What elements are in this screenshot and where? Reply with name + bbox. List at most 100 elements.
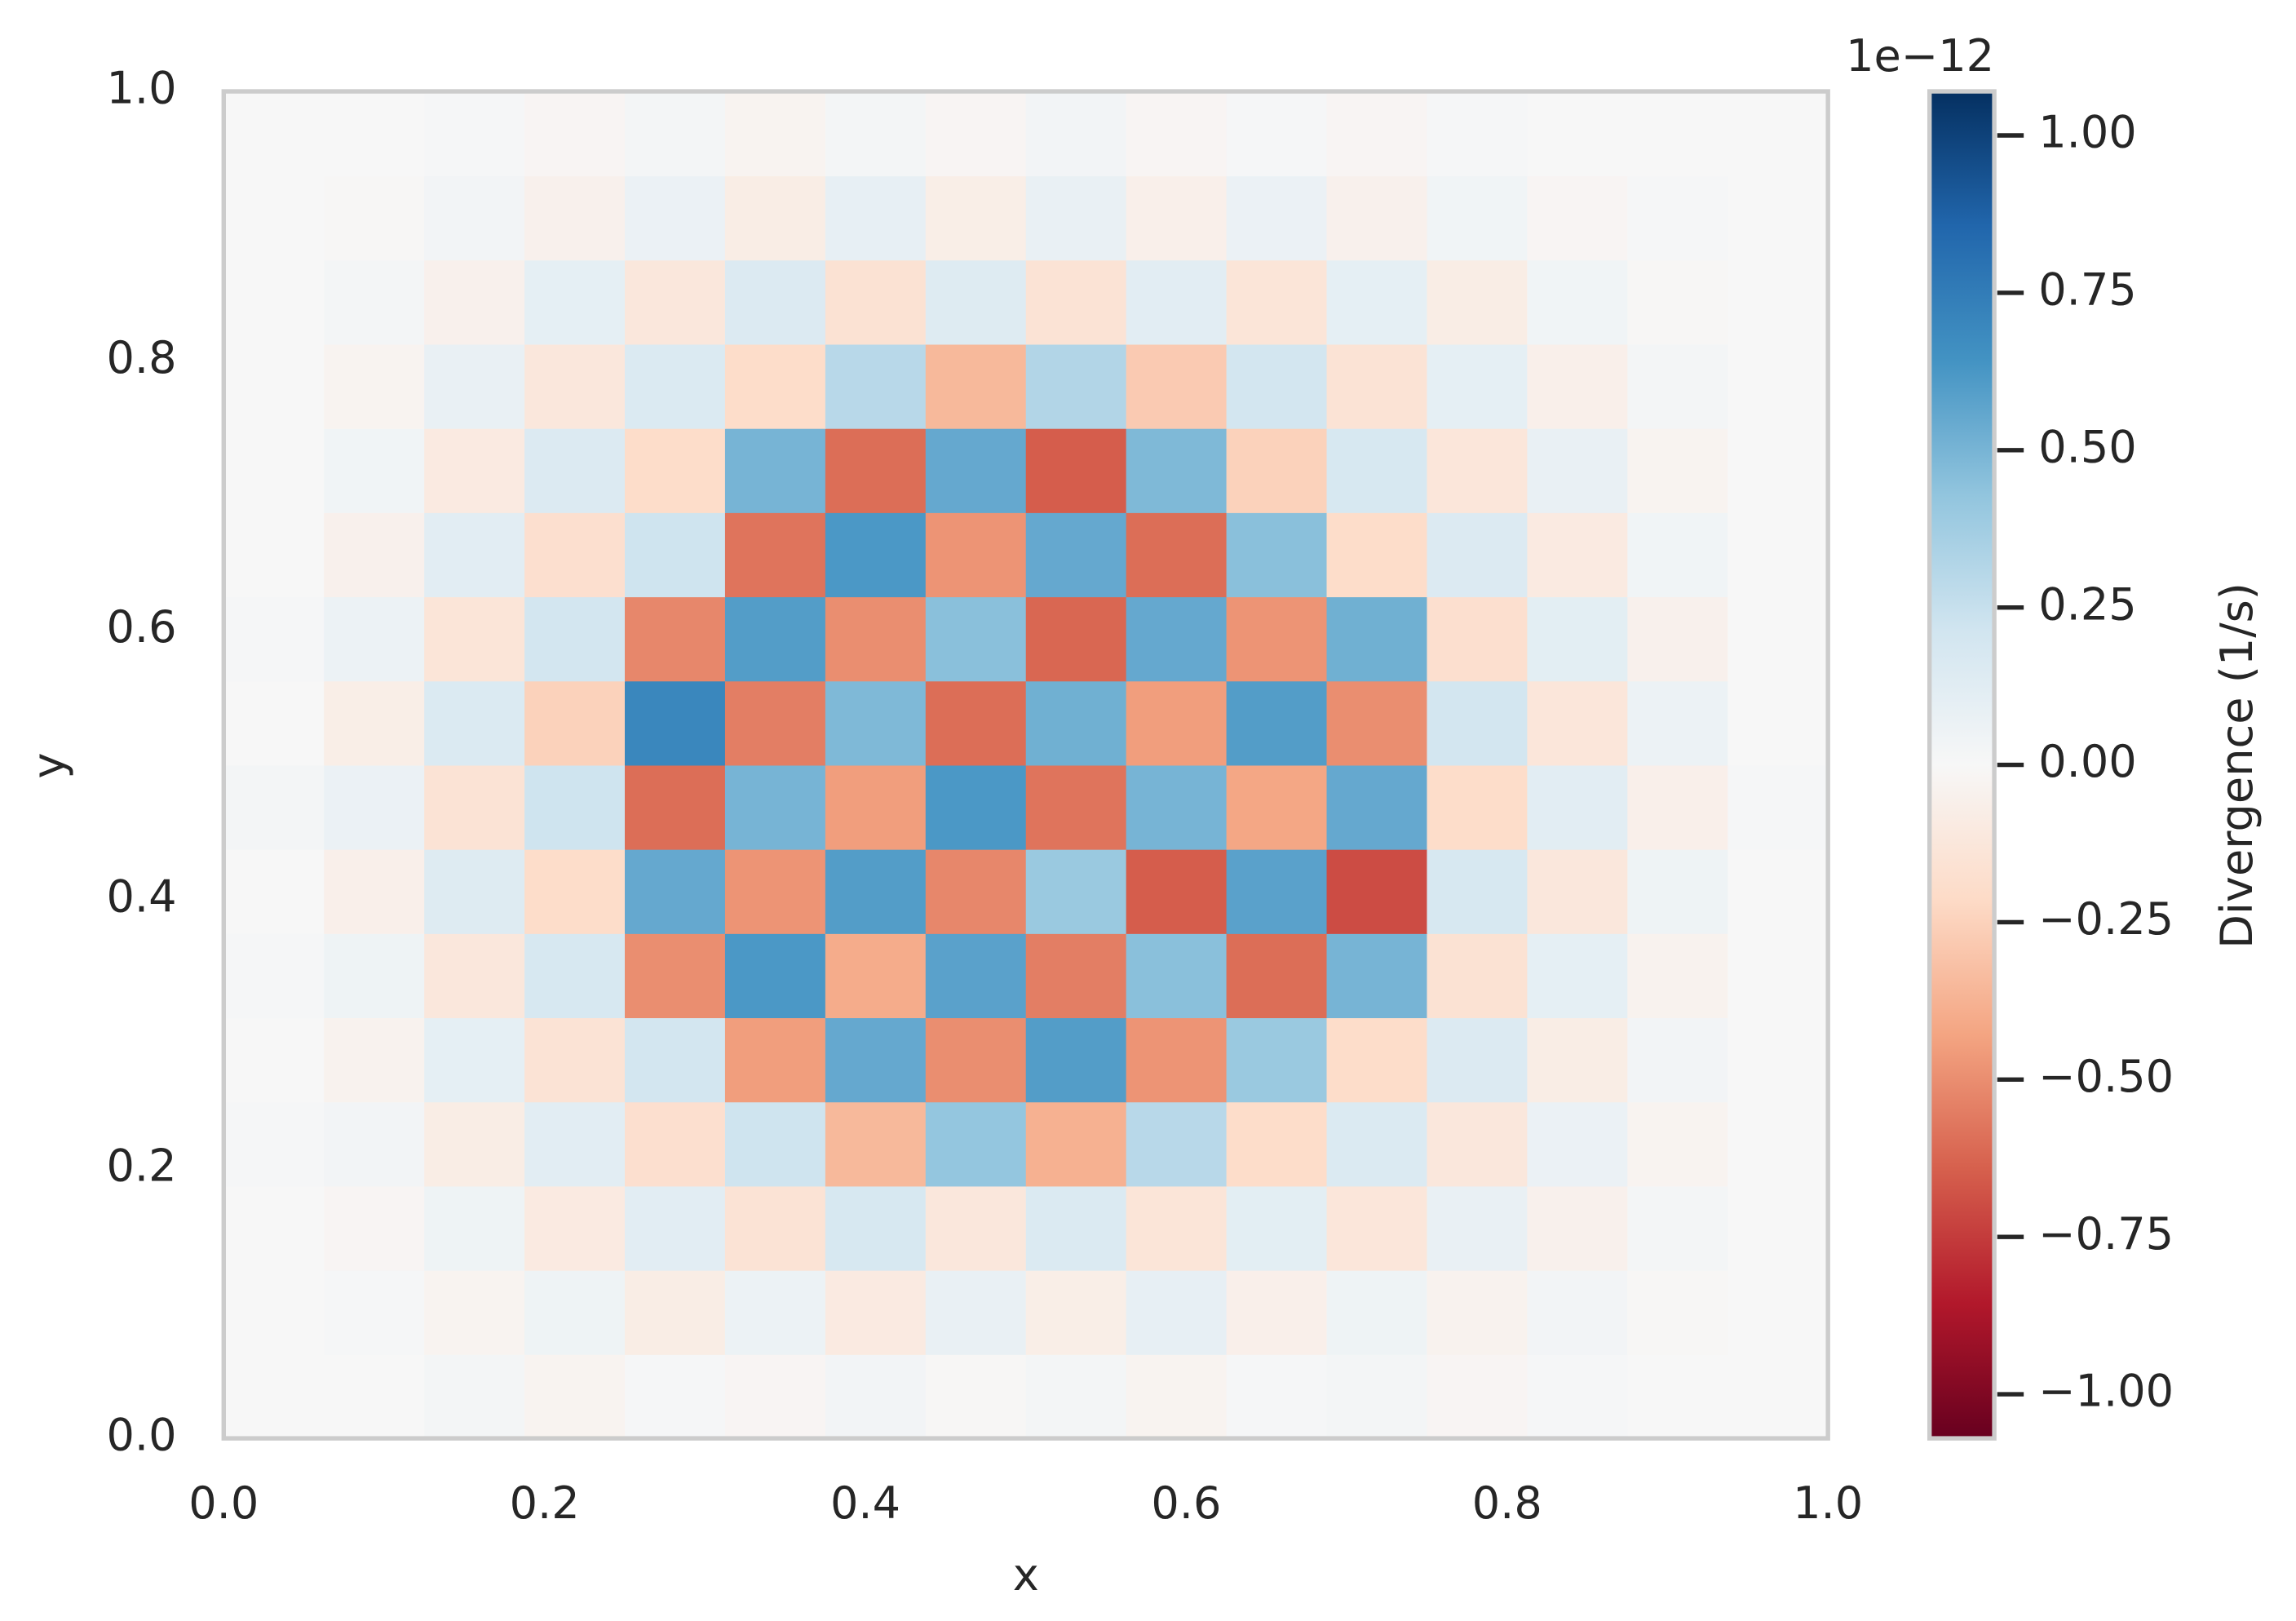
heatmap-cell <box>825 343 927 429</box>
heatmap-cell <box>1025 932 1127 1019</box>
heatmap-cell <box>1627 1101 1729 1187</box>
heatmap-cell <box>825 1269 927 1355</box>
y-tick-label: 0.4 <box>106 870 176 922</box>
heatmap-cell <box>925 91 1027 177</box>
heatmap-cell <box>1427 1017 1528 1103</box>
heatmap-cell <box>1226 848 1328 934</box>
heatmap-cell <box>1728 932 1829 1019</box>
heatmap-cell <box>324 91 426 177</box>
heatmap-cell <box>223 1101 325 1187</box>
heatmap-cell <box>625 1101 726 1187</box>
x-tick-label: 0.4 <box>830 1477 900 1529</box>
heatmap-cell <box>1627 1017 1729 1103</box>
heatmap-cell <box>324 1101 426 1187</box>
heatmap-cell <box>1427 596 1528 682</box>
heatmap-cell <box>1126 1353 1228 1440</box>
heatmap-cell <box>1728 259 1829 345</box>
heatmap-cell <box>424 932 525 1019</box>
heatmap-cell <box>1728 1017 1829 1103</box>
heatmap-cell <box>524 764 626 850</box>
heatmap-cell <box>1226 1269 1328 1355</box>
heatmap-cell <box>324 932 426 1019</box>
heatmap-cell <box>825 596 927 682</box>
heatmap-cell <box>1326 1101 1428 1187</box>
x-tick-label: 0.2 <box>510 1477 580 1529</box>
heatmap-cell <box>925 343 1027 429</box>
heatmap-cell <box>424 175 525 261</box>
heatmap-cell <box>1025 1017 1127 1103</box>
heatmap-cell <box>524 1017 626 1103</box>
heatmap-cell <box>1126 343 1228 429</box>
heatmap-cell <box>524 175 626 261</box>
heatmap-cell <box>724 1101 826 1187</box>
heatmap-cell <box>1025 596 1127 682</box>
heatmap-cell <box>1527 1185 1629 1271</box>
heatmap-cell <box>524 91 626 177</box>
heatmap-cell <box>1126 1269 1228 1355</box>
heatmap-cell <box>925 259 1027 345</box>
heatmap-cell <box>1326 1185 1428 1271</box>
heatmap-cell <box>1627 680 1729 766</box>
heatmap-cell <box>1527 343 1629 429</box>
heatmap-cell <box>524 848 626 934</box>
heatmap-cell <box>1728 1269 1829 1355</box>
heatmap-cell <box>724 427 826 513</box>
heatmap-cell <box>424 343 525 429</box>
heatmap-cell <box>1326 680 1428 766</box>
heatmap-cell <box>825 848 927 934</box>
heatmap-cell <box>625 596 726 682</box>
heatmap-cell <box>223 91 325 177</box>
heatmap-cell <box>1427 1269 1528 1355</box>
heatmap-cell <box>724 1269 826 1355</box>
heatmap-cell <box>1627 1185 1729 1271</box>
heatmap-cell <box>1427 512 1528 598</box>
heatmap-cell <box>724 932 826 1019</box>
heatmap-cell <box>1326 427 1428 513</box>
heatmap-cell <box>1025 512 1127 598</box>
heatmap <box>223 91 1829 1440</box>
colorbar-tick-label: 0.00 <box>2038 736 2137 787</box>
heatmap-cell <box>424 91 525 177</box>
heatmap-cell <box>1728 848 1829 934</box>
heatmap-cell <box>1627 175 1729 261</box>
heatmap-cell <box>1126 848 1228 934</box>
heatmap-cell <box>1728 91 1829 177</box>
heatmap-cell <box>424 1185 525 1271</box>
heatmap-cell <box>1025 1185 1127 1271</box>
heatmap-cell <box>223 1017 325 1103</box>
heatmap-cell <box>1326 848 1428 934</box>
heatmap-cell <box>1226 175 1328 261</box>
heatmap-cell <box>1627 596 1729 682</box>
heatmap-cell <box>724 343 826 429</box>
heatmap-cell <box>625 764 726 850</box>
heatmap-cell <box>825 175 927 261</box>
heatmap-cell <box>424 1353 525 1440</box>
heatmap-cell <box>324 1269 426 1355</box>
heatmap-cell <box>925 427 1027 513</box>
heatmap-cell <box>524 596 626 682</box>
heatmap-cell <box>1226 680 1328 766</box>
heatmap-cell <box>1427 1185 1528 1271</box>
heatmap-cell <box>424 764 525 850</box>
heatmap-cell <box>1728 512 1829 598</box>
heatmap-cell <box>625 427 726 513</box>
heatmap-cell <box>1427 1353 1528 1440</box>
heatmap-cell <box>424 848 525 934</box>
heatmap-cell <box>724 1017 826 1103</box>
heatmap-cell <box>724 1185 826 1271</box>
colorbar-tick-label: −1.00 <box>2038 1366 2174 1417</box>
heatmap-cell <box>1527 1353 1629 1440</box>
heatmap-cell <box>1126 1185 1228 1271</box>
heatmap-cell <box>1427 932 1528 1019</box>
heatmap-cell <box>724 91 826 177</box>
heatmap-cell <box>1728 764 1829 850</box>
heatmap-cell <box>1427 259 1528 345</box>
heatmap-cell <box>324 1185 426 1271</box>
x-tick-label: 0.8 <box>1472 1477 1542 1529</box>
heatmap-cell <box>1728 343 1829 429</box>
heatmap-cell <box>1126 427 1228 513</box>
heatmap-cell <box>1527 91 1629 177</box>
heatmap-cell <box>1326 596 1428 682</box>
